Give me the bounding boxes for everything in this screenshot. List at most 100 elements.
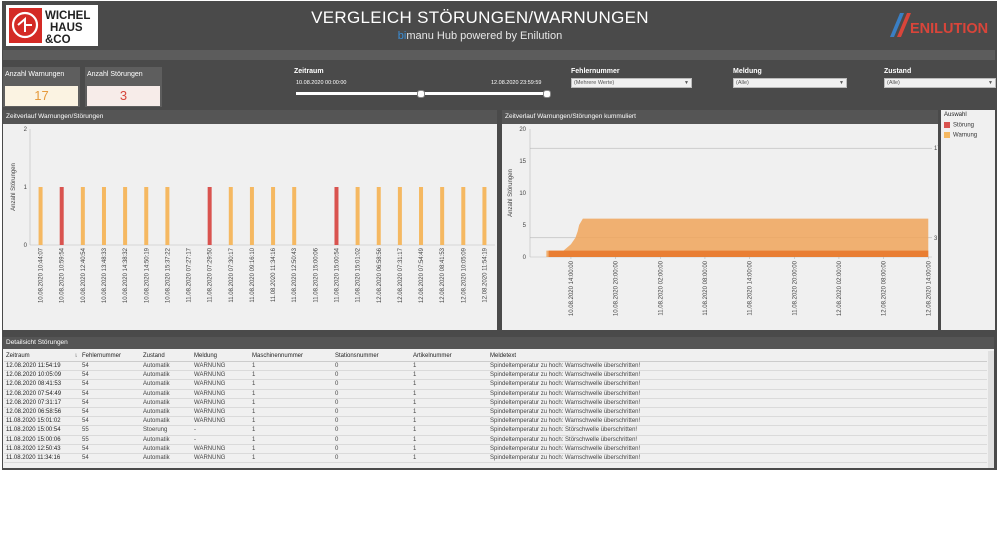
bar-warnung [271, 187, 276, 245]
table-cell: Spindeltemperatur zu hoch: Warnschwelle … [488, 407, 987, 418]
table-cell: 11.08.2020 12:50:43 [4, 444, 80, 455]
table-cell: 0 [333, 453, 411, 464]
table-cell: Spindeltemperatur zu hoch: Warnschwelle … [488, 370, 987, 381]
table-cell: 1 [411, 398, 488, 409]
x-tick-label: 10.08.2020 20:00:00 [614, 260, 620, 316]
table-row[interactable]: 11.08.2020 15:00:54 55 Stoerung -1 0 1 Spindel… [4, 425, 987, 436]
legend-label: Warnung [953, 132, 978, 139]
column-header[interactable]: Zustand [141, 351, 192, 362]
table-cell: Automatik [141, 444, 192, 455]
table-cell: Spindeltemperatur zu hoch: Warnschwelle … [488, 453, 987, 464]
table-cell: 0 [333, 361, 411, 372]
meldung-select[interactable]: (Alle) ▼ [733, 78, 847, 88]
meldung-value: (Alle) [736, 80, 749, 86]
table-cell: 1 [250, 407, 333, 418]
x-tick-label: 11.08.2020 11:34:16 [271, 247, 277, 302]
table-row[interactable]: 11.08.2020 12:50:43 54 Automatik WARNUNG 1 0 1… [4, 444, 987, 455]
column-header[interactable]: Meldung [192, 351, 250, 362]
bar-warnung [249, 187, 254, 245]
table-cell: Automatik [141, 379, 192, 390]
table-row[interactable]: 12.08.2020 08:41:53 54 Automatik WARNUNG 1 0 1… [4, 379, 987, 390]
table-cell: 1 [250, 444, 333, 455]
column-header[interactable]: Fehlernummer [80, 351, 141, 362]
legend-swatch [944, 122, 950, 128]
table-cell: 12.08.2020 11:54:19 [4, 361, 80, 372]
table-cell: 1 [250, 370, 333, 381]
bar-warnung [461, 187, 466, 245]
table-scrollbar[interactable] [988, 351, 994, 468]
table-cell: Stoerung [141, 425, 192, 436]
sort-icon[interactable]: ⇂ [73, 353, 78, 359]
table-cell: 12.08.2020 06:58:56 [4, 407, 80, 418]
table-cell: - [192, 435, 250, 445]
bar-warnung [80, 187, 85, 245]
table-row[interactable]: 12.08.2020 10:05:09 54 Automatik WARNUNG 1 0 1… [4, 370, 987, 381]
kpi-warnungen: Anzahl Warnungen 17 [3, 67, 80, 107]
y-tick-label: 2 [24, 127, 28, 133]
bar-stoerung [59, 187, 64, 245]
table-cell: - [192, 425, 250, 436]
table-cell: 1 [250, 453, 333, 464]
zeitraum-slider-end-handle[interactable] [543, 90, 551, 98]
x-tick-label: 10.08.2020 15:37:22 [165, 247, 171, 303]
kpi-warnungen-value: 17 [5, 86, 78, 106]
column-header[interactable]: Zeitraum ⇂ [4, 351, 80, 362]
x-tick-label: 11.08.2020 09:16:10 [250, 247, 256, 302]
reference-label: 17 [934, 146, 938, 152]
zustand-label: Zustand [884, 68, 912, 75]
fehlernummer-select[interactable]: (Mehrere Werte) ▼ [571, 78, 692, 88]
table-row[interactable]: 11.08.2020 11:34:16 54 Automatik WARNUNG 1 0 1… [4, 453, 987, 464]
table-cell: 1 [411, 379, 488, 390]
x-tick-label: 11.08.2020 08:00:00 [703, 260, 709, 315]
area-warnung [546, 218, 929, 257]
table-cell: 0 [333, 444, 411, 455]
table-cell: 1 [250, 398, 333, 409]
table-cell: 54 [80, 416, 141, 427]
column-header[interactable]: Stationsnummer [333, 351, 411, 362]
chevron-down-icon: ▼ [988, 80, 993, 86]
x-tick-label: 12.08.2020 07:54:49 [419, 247, 425, 303]
table-cell: 54 [80, 453, 141, 464]
y-tick-label: 15 [519, 159, 526, 165]
table-cell: Spindeltemperatur zu hoch: Warnschwelle … [488, 389, 987, 399]
legend-item-stoerung[interactable]: Störung [944, 122, 974, 129]
table-cell: 1 [250, 425, 333, 436]
column-header[interactable]: Artikelnummer [411, 351, 488, 362]
zeitraum-label: Zeitraum [294, 68, 324, 75]
y-tick-label: 0 [523, 255, 527, 261]
table-cell: 0 [333, 398, 411, 409]
table-cell: 0 [333, 407, 411, 418]
bar-warnung [228, 187, 233, 245]
table-row[interactable]: 11.08.2020 15:00:06 55 Automatik -1 0 1 Spinde… [4, 435, 987, 445]
x-tick-label: 10.08.2020 10:44:07 [39, 247, 45, 303]
table-cell: WARNUNG [192, 389, 250, 399]
table-cell: 54 [80, 398, 141, 409]
table-cell: 1 [250, 416, 333, 427]
legend-title: Auswahl [944, 112, 967, 118]
legend-item-warnung[interactable]: Warnung [944, 132, 977, 139]
table-cell: 11.08.2020 11:34:16 [4, 453, 80, 464]
table-row[interactable]: 12.08.2020 07:31:17 54 Automatik WARNUNG 1 0 1… [4, 398, 987, 409]
x-tick-label: 10.08.2020 10:59:54 [60, 247, 66, 303]
table-header-row: Zeitraum ⇂ Fehlernummer Zustand Meldung … [4, 351, 987, 362]
x-tick-label: 10.08.2020 14:38:32 [123, 247, 129, 303]
legend-panel: Auswahl Störung Warnung [941, 110, 995, 330]
x-tick-label: 10.08.2020 14:00:00 [569, 260, 575, 316]
table-row[interactable]: 12.08.2020 07:54:49 54 Automatik WARNUNG 1 0 1… [4, 389, 987, 399]
x-tick-label: 11.08.2020 12:50:43 [292, 247, 298, 302]
table-row[interactable]: 12.08.2020 11:54:19 54 Automatik WARNUNG 1 0 1… [4, 361, 987, 372]
x-tick-label: 11.08.2020 07:30:17 [229, 247, 235, 302]
table-row[interactable]: 12.08.2020 06:58:56 54 Automatik WARNUNG 1 0 1… [4, 407, 987, 418]
table-cell: 12.08.2020 07:54:49 [4, 389, 80, 399]
logo-right-text: ENILUTION [910, 21, 988, 37]
column-header[interactable]: Meldetext [488, 351, 987, 362]
zustand-select[interactable]: (Alle) ▼ [884, 78, 996, 88]
column-header[interactable]: Maschinennummer [250, 351, 333, 362]
table-row[interactable]: 11.08.2020 15:01:02 54 Automatik WARNUNG 1 0 1… [4, 416, 987, 427]
table-cell: Automatik [141, 416, 192, 427]
x-tick-label: 10.08.2020 13:48:33 [102, 247, 108, 303]
zeitraum-slider-handle[interactable] [417, 90, 425, 98]
kpi-stoerungen-value: 3 [87, 86, 160, 106]
table-cell: 12.08.2020 07:31:17 [4, 398, 80, 409]
table-cell: 54 [80, 407, 141, 418]
